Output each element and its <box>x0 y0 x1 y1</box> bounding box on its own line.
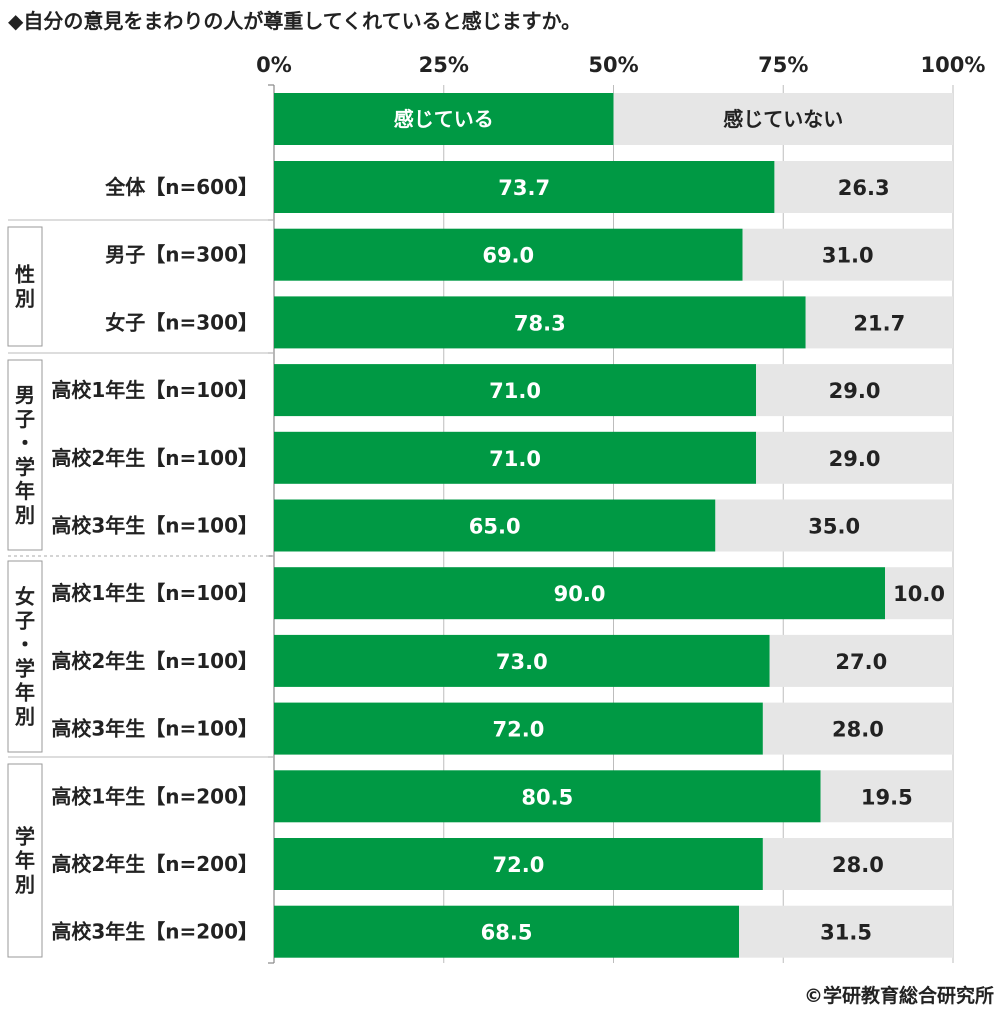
bar-felt <box>274 499 716 552</box>
bar-felt <box>274 770 821 823</box>
x-tick-label: 0% <box>256 53 292 77</box>
data-label: 28.0 <box>832 718 884 742</box>
category-label: 全体【n=600】 <box>104 175 258 199</box>
copyright: ©学研教育総合研究所 <box>804 984 994 1007</box>
bar-felt <box>274 905 740 958</box>
x-tick-label: 25% <box>419 53 469 77</box>
data-label: 26.3 <box>838 176 890 200</box>
bar-felt <box>274 296 806 349</box>
data-label: 29.0 <box>829 379 881 403</box>
data-label: 78.3 <box>514 311 566 335</box>
x-tick-label: 100% <box>921 53 986 77</box>
x-tick-label: 50% <box>588 53 638 77</box>
bar-not-felt <box>756 364 953 417</box>
category-label: 男子【n=300】 <box>105 243 258 267</box>
group-label: 性別 <box>15 263 35 311</box>
data-label: 68.5 <box>481 921 533 945</box>
data-label: 71.0 <box>489 379 541 403</box>
data-label: 72.0 <box>493 853 545 877</box>
data-label: 71.0 <box>489 447 541 471</box>
data-label: 28.0 <box>832 853 884 877</box>
x-tick-label: 75% <box>758 53 808 77</box>
bar-not-felt <box>715 499 953 552</box>
category-label: 高校3年生【n=100】 <box>51 514 258 538</box>
category-label: 高校1年生【n=100】 <box>51 378 258 402</box>
category-label: 高校1年生【n=200】 <box>51 784 258 808</box>
category-label: 高校1年生【n=100】 <box>51 581 258 605</box>
data-label: 10.0 <box>893 582 945 606</box>
data-label: 21.7 <box>853 311 905 335</box>
bar-felt <box>274 161 775 213</box>
chart-title: ◆自分の意見をまわりの人が尊重してくれていると感じますか。 <box>8 9 581 33</box>
bars: 73.7 26.3 69.0 31.0 78.3 21.7 71.0 29.0 71.0 29.0… <box>274 161 953 958</box>
bar-felt <box>274 431 757 484</box>
category-label: 高校3年生【n=200】 <box>51 920 258 944</box>
category-label: 女子【n=300】 <box>105 310 258 334</box>
category-label: 高校3年生【n=100】 <box>51 717 258 741</box>
data-label: 31.0 <box>822 244 874 268</box>
data-label: 29.0 <box>829 447 881 471</box>
bar-not-felt <box>742 228 953 281</box>
bar-felt <box>274 838 763 890</box>
bar-not-felt <box>769 634 953 687</box>
data-label: 69.0 <box>482 244 534 268</box>
data-label: 73.7 <box>498 176 550 200</box>
group-label: 女子・学年別 <box>15 585 35 729</box>
bar-felt <box>274 228 743 281</box>
bar-felt <box>274 567 886 620</box>
data-label: 65.0 <box>469 515 521 539</box>
group-box <box>7 226 43 347</box>
category-labels: 全体【n=600】男子【n=300】女子【n=300】高校1年生【n=100】高… <box>51 175 258 944</box>
category-label: 高校2年生【n=100】 <box>51 446 258 470</box>
legend-label: 感じている <box>394 107 494 131</box>
bar-not-felt <box>885 567 953 620</box>
bar-felt <box>274 634 770 687</box>
legend-swatch <box>613 93 953 145</box>
category-label: 高校2年生【n=200】 <box>51 852 258 876</box>
group-label: 学年別 <box>15 825 35 897</box>
x-axis-ticks: 0% 25% 50% 75% 100% <box>256 53 985 77</box>
bar-not-felt <box>762 702 953 755</box>
bar-felt <box>274 702 763 755</box>
bar-not-felt <box>739 905 953 958</box>
data-label: 73.0 <box>496 650 548 674</box>
bar-not-felt <box>756 431 953 484</box>
data-label: 35.0 <box>808 515 860 539</box>
bar-felt <box>274 364 757 417</box>
group-label: 男子・学年別 <box>15 383 35 527</box>
data-label: 72.0 <box>493 718 545 742</box>
data-label: 31.5 <box>820 921 872 945</box>
legend-label: 感じていない <box>723 107 843 131</box>
legend-swatch <box>274 93 614 145</box>
category-label: 高校2年生【n=100】 <box>51 649 258 673</box>
bar-not-felt <box>762 838 953 890</box>
bar-not-felt <box>774 161 953 213</box>
data-label: 27.0 <box>835 650 887 674</box>
group-box <box>7 763 43 958</box>
group-box <box>7 359 43 551</box>
data-label: 19.5 <box>861 785 913 809</box>
legend: 感じている 感じていない <box>274 93 953 145</box>
bar-not-felt <box>820 770 953 823</box>
bar-not-felt <box>805 296 953 349</box>
data-label: 80.5 <box>521 785 573 809</box>
data-label: 90.0 <box>554 582 606 606</box>
group-box <box>7 560 43 753</box>
